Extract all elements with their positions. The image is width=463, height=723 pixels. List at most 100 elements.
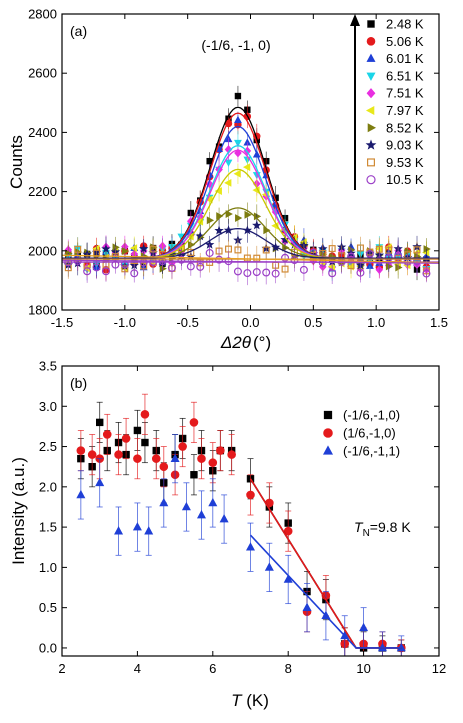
panel-a-legend-marker — [366, 72, 376, 81]
panel-a-point — [328, 245, 336, 253]
panel-b-legend-entry: (-1/6,-1,0) — [323, 408, 400, 423]
panel-a-legend-label: 2.48 K — [386, 17, 424, 32]
panel-b-point — [141, 438, 149, 447]
panel-b-x-tick-label: 8 — [285, 661, 292, 676]
panel-a-legend-label: 7.97 K — [386, 103, 424, 118]
panel-a-legend-entry: 9.53 K — [367, 155, 424, 170]
panel-a-fit-curve — [62, 106, 439, 259]
panel-a-point — [196, 262, 205, 271]
neel-temperature-annotation: TN=9.8 K — [354, 519, 411, 539]
panel-b-point — [121, 434, 131, 443]
panel-a-point — [262, 268, 271, 277]
panel-a-point — [121, 247, 130, 255]
panel-a-x-tick-label: 1.0 — [367, 315, 385, 330]
panel-b-point — [132, 522, 142, 531]
panel-a-legend-label: 8.52 K — [386, 120, 424, 135]
panel-a-x-tick-label: 0.0 — [241, 315, 259, 330]
panel-b-point — [197, 454, 206, 463]
panel-a-legend-entry: 2.48 K — [367, 17, 424, 32]
panel-b-point — [219, 514, 229, 523]
panel-a-point — [375, 256, 384, 265]
panel-b-point — [189, 418, 199, 427]
panel-b-point — [208, 497, 218, 507]
panel-a-point — [130, 269, 139, 278]
panel-a-point — [235, 214, 243, 222]
panel-b-legend-marker — [322, 445, 334, 455]
panel-b-point — [114, 526, 124, 535]
panel-b-marks — [76, 393, 406, 656]
panel-b-point — [208, 458, 218, 467]
panel-a-legend-marker — [367, 123, 377, 133]
panel-a-point — [234, 139, 242, 148]
panel-a-point — [243, 254, 251, 262]
panel-a-legend-label: 9.03 K — [386, 138, 424, 153]
panel-a-point — [205, 248, 214, 257]
panel-b-legend-entry: (-1/6,-1,1) — [322, 444, 400, 459]
panel-b-point — [178, 442, 187, 451]
panel-b-y-tick-label: 3.0 — [39, 399, 57, 414]
panel-a-point — [242, 163, 251, 172]
panel-a-x-axis-label-unit: (°) — [253, 333, 271, 352]
panel-a-legend-entry: 7.97 K — [365, 103, 424, 118]
panel-a-legend-marker — [366, 175, 376, 185]
panel-a-point — [252, 268, 261, 277]
panel-b-y-tick-label: 0.0 — [39, 640, 57, 655]
panel-a-x-tick-label: 0.5 — [304, 315, 322, 330]
panel-a-legend-label: 9.53 K — [386, 155, 424, 170]
panel-b-point — [196, 509, 206, 519]
panel-a-point — [262, 246, 270, 254]
panel-a-x-tick-label: 1.5 — [430, 315, 448, 330]
panel-b-point — [190, 471, 198, 479]
panel-a-point — [385, 262, 394, 271]
panel-a-legend-marker — [366, 53, 376, 62]
panel-a-point — [271, 269, 280, 278]
panel-a-point — [244, 210, 252, 219]
panel-a-label: (a) — [70, 23, 87, 39]
panel-a-legend-entry: 6.01 K — [366, 51, 424, 66]
panel-a-point — [327, 262, 336, 271]
panel-b-legend: (-1/6,-1,0) (1/6,-1,0) (-1/6,-1,1) — [322, 408, 400, 459]
panel-b-x-tick-label: 4 — [134, 661, 141, 676]
panel-a-legend-label: 6.51 K — [386, 68, 424, 83]
panel-a-legend-label: 6.01 K — [386, 51, 424, 66]
panel-b-point — [283, 574, 293, 583]
panel-a-y-tick-label: 2600 — [28, 66, 57, 81]
panel-b-x-axis-label: T (K) — [231, 691, 269, 710]
panel-b-point — [102, 430, 112, 439]
panel-a-fit-curve — [62, 149, 439, 259]
panel-a-x-axis-label-symbol: Δ2θ — [220, 333, 252, 352]
panel-b-point — [159, 497, 169, 507]
panel-a-point — [347, 252, 356, 261]
panel-b-point — [246, 490, 255, 500]
panel-a-baseline-fit — [62, 259, 439, 264]
panel-a-point — [101, 244, 111, 253]
panel-a-fit-curve — [62, 145, 439, 259]
panel-a-legend-label: 7.51 K — [386, 86, 424, 101]
panel-a-legend-entry: 7.51 K — [366, 86, 424, 101]
panel-a-legend-entry: 6.51 K — [366, 68, 424, 83]
panel-b-y-tick-label: 1.5 — [39, 520, 57, 535]
panel-a-point — [234, 246, 242, 254]
panel-a-legend-entry: 5.06 K — [366, 34, 424, 49]
panel-a-fit-curve — [62, 112, 439, 259]
panel-a-y-tick-label: 2200 — [28, 184, 57, 199]
panel-b-point — [133, 454, 142, 463]
panel-a-point — [395, 263, 403, 272]
panel-b-label: (b) — [70, 375, 87, 391]
panel-a-point — [167, 263, 176, 272]
panel-b-point — [159, 462, 169, 471]
panel-a-point — [92, 263, 101, 272]
panel-a-point — [299, 265, 308, 274]
panel-a-point — [281, 253, 290, 262]
panel-b-point — [87, 450, 97, 459]
panel-a-point — [234, 92, 242, 100]
panel-a-fit-curve — [62, 125, 439, 259]
panel-a-x-tick-label: -1.5 — [51, 315, 73, 330]
panel-a-point — [224, 178, 232, 187]
panel-a-y-axis-label: Counts — [7, 135, 26, 189]
panel-a-point — [224, 145, 233, 154]
panel-b-point — [227, 450, 236, 459]
panel-a-point — [186, 262, 195, 271]
panel-a-point — [225, 210, 233, 218]
panel-b-x-tick-label: 12 — [432, 661, 446, 676]
